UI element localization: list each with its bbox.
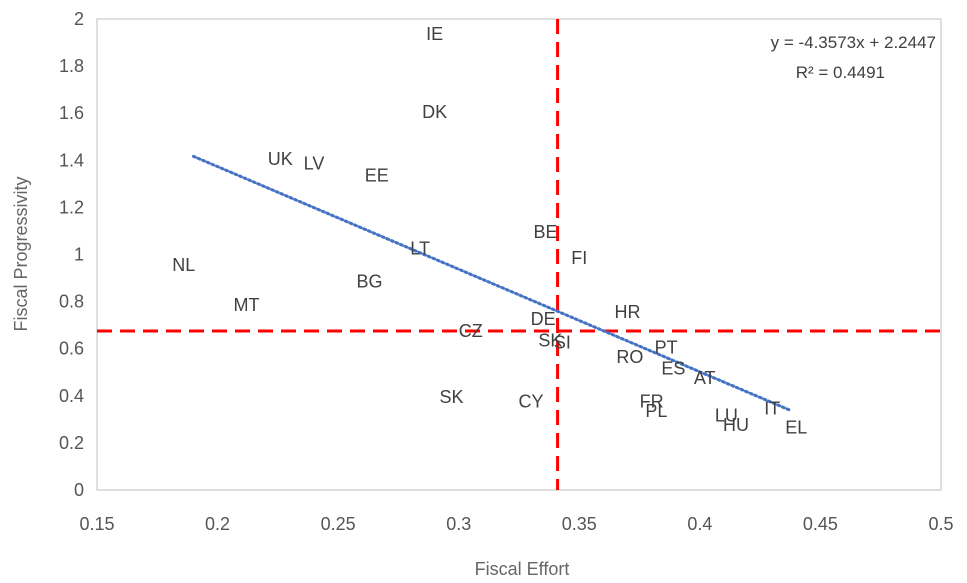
x-tick-label: 0.5 xyxy=(928,514,953,534)
point-label-nl: NL xyxy=(172,255,195,275)
plot-area xyxy=(96,18,942,491)
y-tick-label: 1.6 xyxy=(59,103,84,123)
point-label-lu: LU xyxy=(715,406,738,426)
point-label-hr: HR xyxy=(615,302,641,322)
y-axis-title: Fiscal Progressivity xyxy=(11,176,31,331)
point-label-be: BE xyxy=(534,222,558,242)
x-tick-label: 0.3 xyxy=(446,514,471,534)
point-label-it: IT xyxy=(764,399,780,419)
point-label-lt: LT xyxy=(410,238,430,258)
x-axis-ticks: 0.15 0.2 0.25 0.3 0.35 0.4 0.45 0.5 xyxy=(79,514,953,534)
point-label-mt: MT xyxy=(234,295,260,315)
x-axis-title: Fiscal Effort xyxy=(475,559,570,579)
x-tick-label: 0.25 xyxy=(321,514,356,534)
point-label-fr: FR xyxy=(640,392,664,412)
point-label-pl: PL xyxy=(645,401,667,421)
y-tick-label: 1.2 xyxy=(59,197,84,217)
point-label-ro: RO xyxy=(616,347,643,367)
reference-lines xyxy=(97,19,941,490)
point-label-el: EL xyxy=(785,417,807,437)
y-tick-label: 0.4 xyxy=(59,386,84,406)
point-label-lv: LV xyxy=(304,154,325,174)
point-label-cy: CY xyxy=(519,392,544,412)
r-squared: R² = 0.4491 xyxy=(796,63,885,82)
point-label-ee: EE xyxy=(365,165,389,185)
y-tick-label: 0.8 xyxy=(59,292,84,312)
point-label-pt: PT xyxy=(655,337,678,357)
point-label-fi: FI xyxy=(571,248,587,268)
x-tick-label: 0.35 xyxy=(562,514,597,534)
point-label-sk: SK xyxy=(439,387,463,407)
y-tick-label: 1 xyxy=(74,245,84,265)
point-label-at: AT xyxy=(694,368,716,388)
y-tick-label: 0 xyxy=(74,480,84,500)
point-label-dk: DK xyxy=(422,102,447,122)
point-label-ie: IE xyxy=(426,24,443,44)
trendline-equation: y = -4.3573x + 2.2447 xyxy=(771,33,936,52)
point-label-uk: UK xyxy=(268,149,293,169)
x-tick-label: 0.45 xyxy=(803,514,838,534)
point-label-cz: CZ xyxy=(459,321,483,341)
y-tick-label: 0.2 xyxy=(59,433,84,453)
trendline xyxy=(191,154,791,412)
point-label-si: SI xyxy=(554,333,571,353)
y-axis-ticks: 0 0.2 0.4 0.6 0.8 1 1.2 1.4 1.6 1.8 2 xyxy=(59,9,84,500)
point-label-sk: SK xyxy=(538,330,562,350)
point-label-es: ES xyxy=(661,359,685,379)
point-label-hu: HU xyxy=(723,415,749,435)
x-tick-label: 0.4 xyxy=(687,514,712,534)
x-tick-label: 0.2 xyxy=(205,514,230,534)
x-tick-label: 0.15 xyxy=(79,514,114,534)
y-tick-label: 1.4 xyxy=(59,150,84,170)
trendline-group xyxy=(191,154,791,412)
y-tick-label: 1.8 xyxy=(59,56,84,76)
point-label-de: DE xyxy=(531,309,556,329)
y-tick-label: 0.6 xyxy=(59,339,84,359)
point-label-bg: BG xyxy=(356,271,382,291)
y-tick-label: 2 xyxy=(74,9,84,29)
